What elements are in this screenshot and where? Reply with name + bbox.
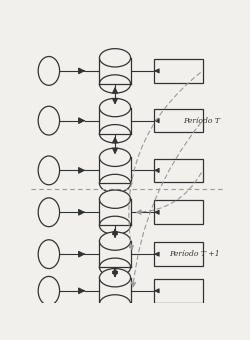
Bar: [153, 59, 202, 83]
Ellipse shape: [99, 190, 130, 208]
Bar: [153, 242, 202, 266]
Ellipse shape: [99, 232, 130, 250]
Ellipse shape: [99, 98, 130, 117]
Ellipse shape: [99, 49, 130, 67]
Text: Período T +1: Período T +1: [169, 250, 219, 258]
Circle shape: [38, 106, 59, 135]
Bar: [153, 279, 202, 303]
Circle shape: [38, 198, 59, 227]
Ellipse shape: [99, 269, 130, 287]
Bar: [153, 201, 202, 224]
Circle shape: [38, 156, 59, 185]
Circle shape: [38, 240, 59, 269]
Bar: [153, 109, 202, 133]
Bar: [153, 158, 202, 182]
Circle shape: [38, 56, 59, 85]
Ellipse shape: [99, 148, 130, 167]
Text: Período T: Período T: [182, 117, 219, 125]
Circle shape: [38, 276, 59, 305]
